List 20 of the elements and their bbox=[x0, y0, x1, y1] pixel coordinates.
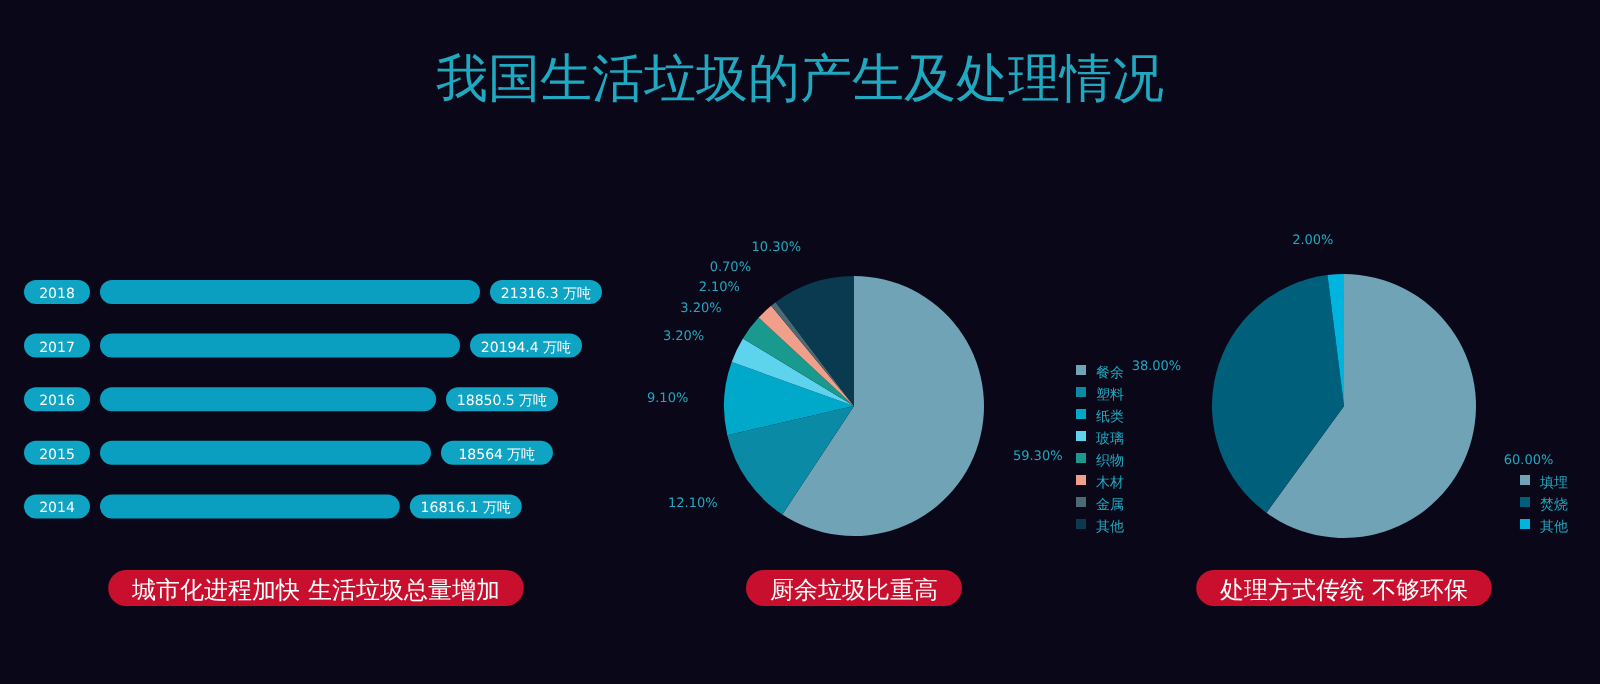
pie-slice bbox=[782, 276, 984, 536]
pie-slice bbox=[775, 276, 854, 406]
pie-slice bbox=[727, 406, 854, 515]
bar bbox=[100, 440, 431, 465]
pie-slice bbox=[731, 338, 854, 406]
pie-slice bbox=[742, 317, 854, 406]
pie-slice bbox=[724, 361, 854, 436]
text: 处理方式传统 不够环保 bbox=[1220, 576, 1468, 604]
pie-slice bbox=[771, 302, 854, 406]
bar bbox=[100, 333, 460, 358]
pie-slice bbox=[1266, 274, 1476, 538]
text: 城市化进程加快 生活垃圾总量增加 bbox=[130, 576, 500, 604]
pie-slice bbox=[1327, 274, 1344, 406]
text: 我国生活垃圾的产生及处理情况 bbox=[436, 50, 1164, 110]
pie-slice bbox=[758, 305, 854, 406]
bar bbox=[100, 494, 400, 519]
bar bbox=[100, 387, 437, 412]
pie-slice bbox=[1212, 275, 1344, 513]
text: 厨余垃圾比重高 bbox=[770, 576, 938, 604]
bar bbox=[100, 280, 480, 304]
